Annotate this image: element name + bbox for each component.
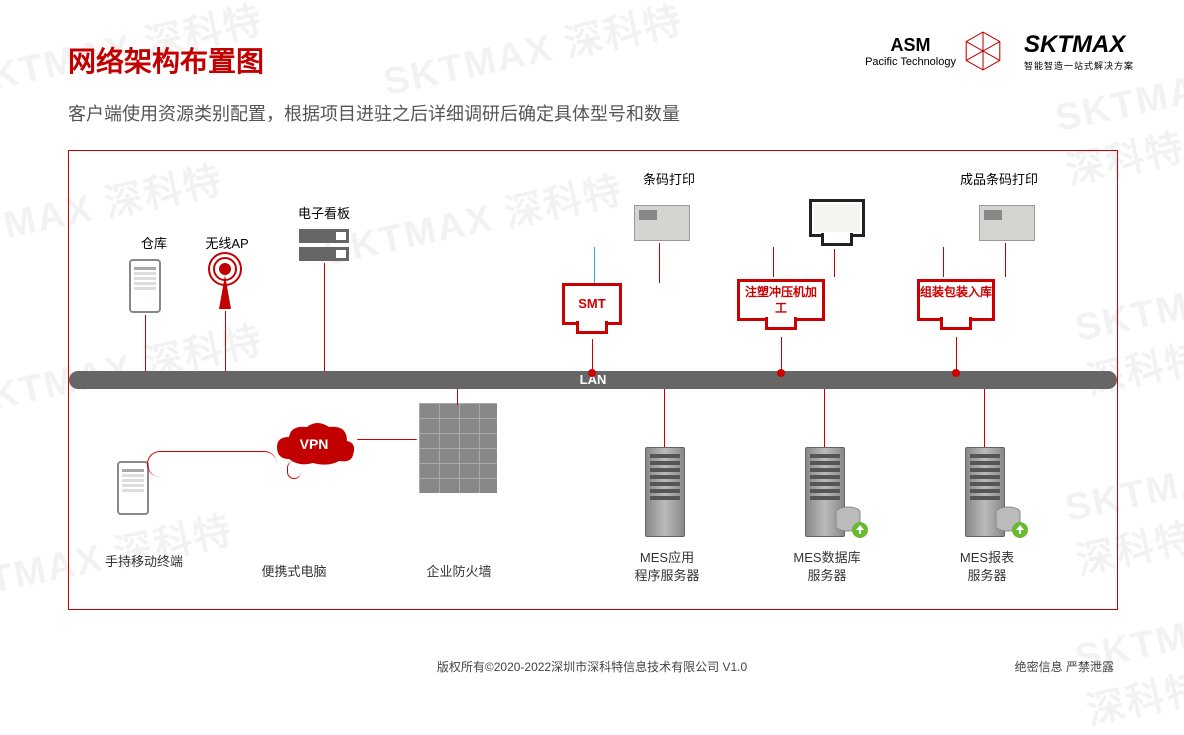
wire-vpn-fw — [357, 439, 417, 441]
conn-ap — [225, 311, 226, 371]
conn-printer2 — [1005, 243, 1006, 277]
conn-pc — [834, 249, 835, 277]
asm-logo-sub: Pacific Technology — [865, 56, 956, 68]
mes-app-label1: MES应用 — [617, 547, 717, 566]
dot-smt — [588, 369, 596, 377]
ap-icon — [204, 251, 246, 314]
logo-block: ASM Pacific Technology SKTMAX 智能智造一站式解决方… — [865, 30, 1134, 72]
assembly-label: 组装包装入库 — [920, 285, 992, 299]
conn-printer-smt — [659, 243, 660, 283]
mobile-icon — [117, 461, 149, 518]
conn-srv3 — [984, 389, 985, 449]
conn-molding — [781, 337, 782, 371]
pc-icon — [809, 199, 865, 240]
firewall-label: 企业防火墙 — [409, 561, 509, 580]
wire-laptop-vpn — [287, 461, 301, 479]
laptop-label: 便携式电脑 — [239, 561, 349, 580]
barcode-label: 条码打印 — [624, 169, 714, 188]
mes-app-label2: 程序服务器 — [617, 565, 717, 584]
conn-warehouse — [145, 315, 146, 371]
asm-logo: ASM Pacific Technology — [865, 30, 1004, 72]
conn-scanner-smt — [594, 247, 595, 283]
conn-board — [324, 263, 325, 371]
database-icon — [834, 504, 870, 540]
warehouse-icon — [129, 259, 161, 316]
page-subtitle: 客户端使用资源类别配置，根据项目进驻之后详细调研后确定具体型号和数量 — [68, 100, 1144, 126]
sktmax-logo-sub: 智能智造一站式解决方案 — [1024, 59, 1134, 72]
dot-molding — [777, 369, 785, 377]
board-label: 电子看板 — [274, 203, 374, 222]
finished-barcode-label: 成品条码打印 — [949, 169, 1049, 188]
wire-mobile-vpn — [147, 451, 277, 477]
mes-db-label2: 服务器 — [777, 565, 877, 584]
footer-copyright: 版权所有©2020-2022深圳市深科特信息技术有限公司 V1.0 — [437, 658, 747, 675]
conn-srv1 — [664, 389, 665, 449]
mes-db-label1: MES数据库 — [777, 547, 877, 566]
assembly-monitor: 组装包装入库 — [917, 279, 995, 321]
vpn-label: VPN — [300, 436, 329, 452]
smt-label: SMT — [578, 296, 605, 311]
mes-app-server — [645, 447, 685, 540]
sktmax-logo: SKTMAX 智能智造一站式解决方案 — [1024, 31, 1134, 72]
smt-monitor: SMT — [562, 283, 622, 325]
conn-srv2 — [824, 389, 825, 449]
firewall-icon — [419, 403, 497, 496]
vpn-cloud: VPN — [269, 419, 359, 469]
molding-label: 注塑冲压机加工 — [745, 285, 817, 315]
mes-report-label1: MES报表 — [937, 547, 1037, 566]
ap-label: 无线AP — [177, 233, 277, 252]
molding-monitor: 注塑冲压机加工 — [737, 279, 825, 321]
conn-firewall — [457, 389, 458, 405]
conn-smt — [592, 339, 593, 371]
conn-scan2 — [773, 247, 774, 277]
mes-report-server — [965, 447, 1005, 540]
diagram-frame: LAN 仓库 无线AP 电子看板 条码打印 SMT — [68, 150, 1118, 610]
dot-assembly — [952, 369, 960, 377]
hex-icon — [962, 30, 1004, 72]
printer-icon — [634, 205, 690, 244]
conn-scan3 — [943, 247, 944, 277]
mobile-label: 手持移动终端 — [89, 551, 199, 570]
mes-report-label2: 服务器 — [937, 565, 1037, 584]
conn-assembly — [956, 337, 957, 371]
mes-db-server — [805, 447, 845, 540]
database-icon-2 — [994, 504, 1030, 540]
sktmax-logo-text: SKTMAX — [1024, 31, 1134, 59]
asm-logo-text: ASM — [865, 35, 956, 56]
footer-confidential: 绝密信息 严禁泄露 — [1015, 658, 1114, 675]
printer2-icon — [979, 205, 1035, 244]
